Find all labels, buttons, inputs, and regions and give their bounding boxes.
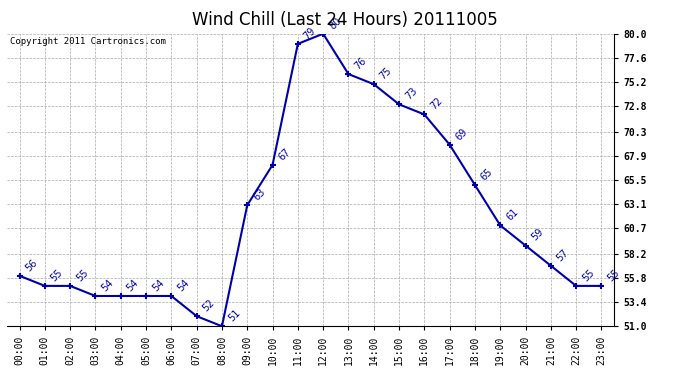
- Text: 80: 80: [327, 15, 343, 31]
- Text: Copyright 2011 Cartronics.com: Copyright 2011 Cartronics.com: [10, 37, 166, 46]
- Text: 57: 57: [555, 247, 571, 263]
- Text: 76: 76: [353, 56, 368, 71]
- Text: 69: 69: [454, 126, 470, 142]
- Text: 54: 54: [175, 278, 191, 293]
- Text: 54: 54: [99, 278, 115, 293]
- Text: 55: 55: [49, 267, 65, 283]
- Text: 59: 59: [530, 227, 546, 243]
- Text: 75: 75: [378, 66, 394, 81]
- Text: 65: 65: [479, 166, 495, 182]
- Text: 61: 61: [504, 207, 520, 223]
- Text: 79: 79: [302, 25, 318, 41]
- Text: 73: 73: [403, 86, 419, 102]
- Text: 52: 52: [201, 297, 217, 314]
- Text: 55: 55: [75, 267, 90, 283]
- Text: 63: 63: [251, 187, 267, 202]
- Text: 54: 54: [125, 278, 141, 293]
- Text: 55: 55: [606, 267, 622, 283]
- Text: Wind Chill (Last 24 Hours) 20111005: Wind Chill (Last 24 Hours) 20111005: [192, 11, 498, 29]
- Text: 55: 55: [580, 267, 596, 283]
- Text: 72: 72: [428, 96, 444, 112]
- Text: 51: 51: [226, 308, 242, 324]
- Text: 54: 54: [150, 278, 166, 293]
- Text: 67: 67: [277, 146, 293, 162]
- Text: 56: 56: [23, 257, 39, 273]
